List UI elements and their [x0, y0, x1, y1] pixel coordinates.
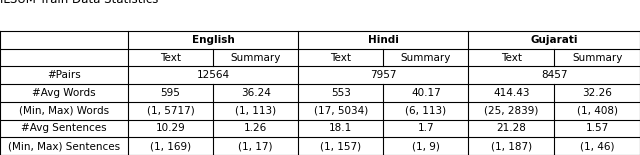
Text: ILSUM Train Data Statistics: ILSUM Train Data Statistics — [0, 0, 158, 6]
Text: Text: Text — [501, 53, 522, 63]
Text: 1.26: 1.26 — [244, 123, 268, 133]
Text: Gujarati: Gujarati — [531, 35, 578, 45]
Text: (1, 9): (1, 9) — [412, 141, 440, 151]
Text: (1, 17): (1, 17) — [239, 141, 273, 151]
Text: #Avg Words: #Avg Words — [32, 88, 96, 98]
Text: 8457: 8457 — [541, 70, 568, 80]
Text: (1, 46): (1, 46) — [580, 141, 614, 151]
Text: #Pairs: #Pairs — [47, 70, 81, 80]
Text: Summary: Summary — [401, 53, 451, 63]
Text: 1.57: 1.57 — [586, 123, 609, 133]
Text: (1, 113): (1, 113) — [235, 106, 276, 116]
Text: (17, 5034): (17, 5034) — [314, 106, 368, 116]
Text: Text: Text — [330, 53, 351, 63]
Text: 595: 595 — [161, 88, 180, 98]
Text: Text: Text — [160, 53, 181, 63]
Text: 32.26: 32.26 — [582, 88, 612, 98]
Text: (6, 113): (6, 113) — [405, 106, 447, 116]
Text: 7957: 7957 — [370, 70, 397, 80]
Text: (1, 187): (1, 187) — [491, 141, 532, 151]
Text: Hindi: Hindi — [368, 35, 399, 45]
Text: 36.24: 36.24 — [241, 88, 271, 98]
Text: 1.7: 1.7 — [418, 123, 434, 133]
Text: 21.28: 21.28 — [497, 123, 526, 133]
Text: Summary: Summary — [230, 53, 281, 63]
Text: (Min, Max) Sentences: (Min, Max) Sentences — [8, 141, 120, 151]
Text: 414.43: 414.43 — [493, 88, 530, 98]
Text: 40.17: 40.17 — [411, 88, 441, 98]
Text: 18.1: 18.1 — [329, 123, 353, 133]
Text: (1, 408): (1, 408) — [577, 106, 618, 116]
Text: (1, 169): (1, 169) — [150, 141, 191, 151]
Text: Summary: Summary — [572, 53, 622, 63]
Text: #Avg Sentences: #Avg Sentences — [21, 123, 107, 133]
Text: English: English — [192, 35, 234, 45]
Text: 12564: 12564 — [196, 70, 230, 80]
Text: 10.29: 10.29 — [156, 123, 186, 133]
Text: (25, 2839): (25, 2839) — [484, 106, 538, 116]
Text: (1, 5717): (1, 5717) — [147, 106, 195, 116]
Text: 553: 553 — [331, 88, 351, 98]
Text: (Min, Max) Words: (Min, Max) Words — [19, 106, 109, 116]
Text: (1, 157): (1, 157) — [320, 141, 362, 151]
